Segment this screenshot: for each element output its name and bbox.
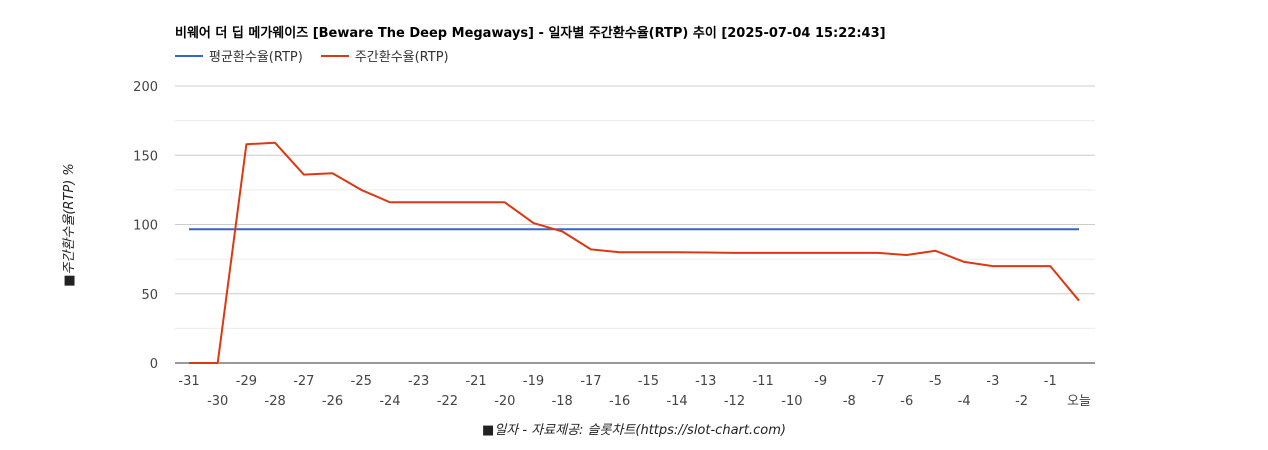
x-tick-label: -30 — [207, 394, 228, 409]
x-tick-label: -9 — [814, 374, 827, 389]
x-tick-label: -3 — [986, 374, 999, 389]
y-tick-label: 100 — [133, 219, 158, 234]
x-tick-label: -24 — [379, 394, 400, 409]
x-tick-label: -4 — [958, 394, 971, 409]
x-tick-label: -8 — [843, 394, 856, 409]
series-line-weekly — [189, 141, 1080, 364]
x-tick-label: -6 — [900, 394, 913, 409]
x-tick-label: -20 — [494, 394, 515, 409]
x-tick-label: 오늘 — [1067, 394, 1091, 409]
x-tick-label: -14 — [666, 394, 687, 409]
legend-item-average[interactable]: 평균환수율(RTP) — [175, 46, 303, 65]
y-axis-title: ■주간환수율(RTP) % — [62, 163, 77, 287]
x-tick-label: -22 — [437, 394, 458, 409]
x-tick-label: -2 — [1015, 394, 1028, 409]
x-tick-label: -17 — [580, 374, 601, 389]
x-tick-label: -10 — [781, 394, 802, 409]
x-tick-label: -23 — [408, 374, 429, 389]
x-tick-label: -7 — [872, 374, 885, 389]
legend-item-weekly[interactable]: 주간환수율(RTP) — [320, 46, 449, 65]
x-tick-label: -28 — [265, 394, 286, 409]
x-tick-label: -31 — [178, 374, 199, 389]
legend-swatch-average — [175, 54, 203, 57]
x-tick-label: -26 — [322, 394, 343, 409]
x-tick-label: -18 — [552, 394, 573, 409]
y-tick-label: 50 — [141, 288, 158, 303]
y-tick-label: 0 — [150, 357, 158, 372]
x-tick-label: -12 — [724, 394, 745, 409]
legend: 평균환수율(RTP) 주간환수율(RTP) — [175, 46, 449, 65]
x-tick-label: -16 — [609, 394, 630, 409]
x-tick-label: -21 — [465, 374, 486, 389]
legend-label-weekly: 주간환수율(RTP) — [354, 50, 449, 65]
legend-swatch-weekly — [320, 54, 349, 57]
x-tick-label: -27 — [293, 374, 314, 389]
chart-title: 비웨어 더 딥 메가웨이즈 [Beware The Deep Megaways]… — [175, 26, 886, 41]
x-tick-label: -5 — [929, 374, 942, 389]
x-tick-label: -13 — [695, 374, 716, 389]
y-tick-label: 150 — [133, 149, 158, 164]
x-tick-label: -25 — [351, 374, 372, 389]
x-tick-label: -29 — [236, 374, 257, 389]
x-axis-title: ■일자 - 자료제공: 슬롯차트(https://slot-chart.com) — [482, 423, 786, 438]
y-tick-label: 200 — [133, 80, 158, 95]
x-tick-label: -15 — [638, 374, 659, 389]
x-tick-label: -1 — [1044, 374, 1057, 389]
x-tick-label: -11 — [753, 374, 774, 389]
x-tick-label: -19 — [523, 374, 544, 389]
legend-label-average: 평균환수율(RTP) — [209, 50, 303, 65]
